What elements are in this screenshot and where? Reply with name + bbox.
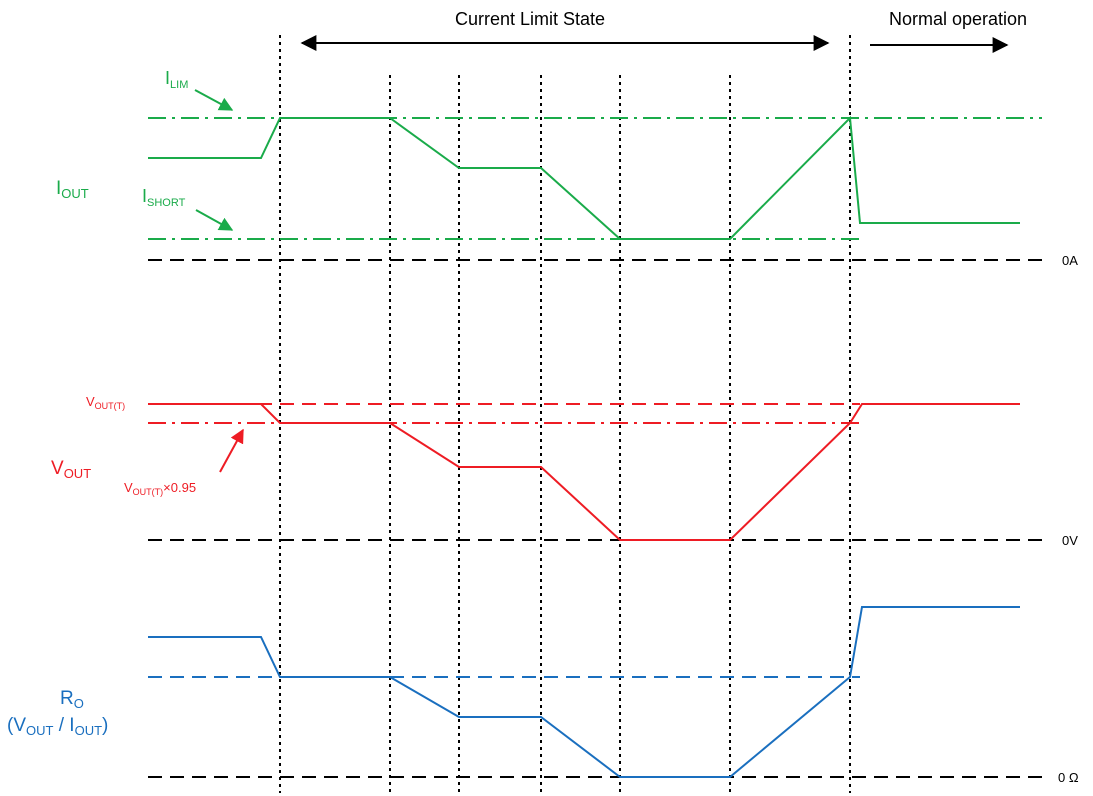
normal-operation-label: Normal operation (889, 9, 1027, 29)
time-markers (279, 35, 851, 793)
ro-label: RO (60, 688, 84, 711)
ro-formula-label: (VOUT / IOUT) (7, 715, 108, 738)
vout-waveform (148, 403, 1020, 541)
resistance-panel: RO (VOUT / IOUT) 0 Ω (7, 606, 1079, 785)
vout-095-label: VOUT(T)×0.95 (124, 480, 196, 497)
zero-volt-label: 0V (1062, 533, 1078, 548)
state-annotations: Current Limit State Normal operation (300, 9, 1027, 53)
ro-waveform (148, 606, 1020, 778)
current-panel: IOUT ILIM ISHORT 0A (56, 68, 1078, 268)
ilim-label: ILIM (165, 68, 188, 91)
vout-label: VOUT (51, 458, 91, 481)
ishort-label: ISHORT (142, 186, 186, 209)
iout-label: IOUT (56, 178, 89, 201)
vout-095-pointer-arrow (219, 428, 244, 473)
ilim-pointer-arrow (194, 89, 234, 111)
iout-waveform (148, 115, 1020, 240)
ishort-pointer-arrow (195, 209, 234, 231)
current-limit-state-label: Current Limit State (455, 9, 605, 29)
zero-ohm-label: 0 Ω (1058, 770, 1079, 785)
voltage-panel: VOUT(T) VOUT VOUT(T)×0.95 0V (51, 394, 1078, 548)
zero-amp-label: 0A (1062, 253, 1078, 268)
vout-t-label: VOUT(T) (86, 394, 125, 411)
